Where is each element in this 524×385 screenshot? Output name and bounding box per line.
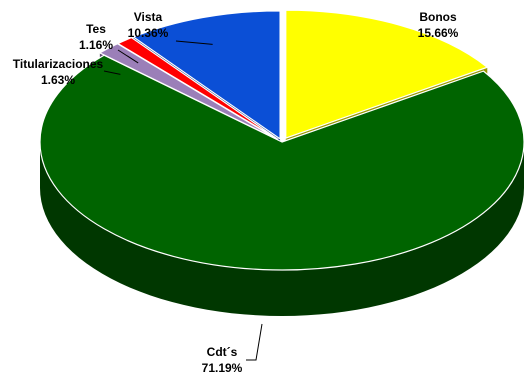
data-label-name-titularizaciones: Titularizaciones [13,57,104,71]
data-labels: Bonos 15.66% Cdt´s 71.19% Titularizaciones 1.… [13,10,459,375]
data-label-name-cdt-s: Cdt´s [207,345,238,359]
slice-bonos [285,9,489,139]
slice-tes [116,36,279,140]
data-label-name-tes: Tes [86,22,106,36]
data-label-name-bonos: Bonos [419,10,457,24]
data-label-name-vista: Vista [134,10,163,24]
slice-vista [132,10,281,141]
data-label-value-titularizaciones: 1.63% [41,73,75,87]
leader-lines [103,40,263,361]
data-label-value-bonos: 15.66% [418,26,459,40]
data-label-value-vista: 10.36% [128,26,169,40]
leader-line-vista [175,40,213,45]
slice-cdt-s [39,54,524,271]
data-label-value-tes: 1.16% [79,38,113,52]
leader-line-titularizaciones [103,70,121,75]
leader-line-tes [117,49,139,64]
slice-side-cdt-s [40,142,524,316]
data-label-value-cdt-s: 71.19% [202,361,243,375]
slice-tops [39,9,524,271]
leader-line-cdt-s [246,323,263,361]
